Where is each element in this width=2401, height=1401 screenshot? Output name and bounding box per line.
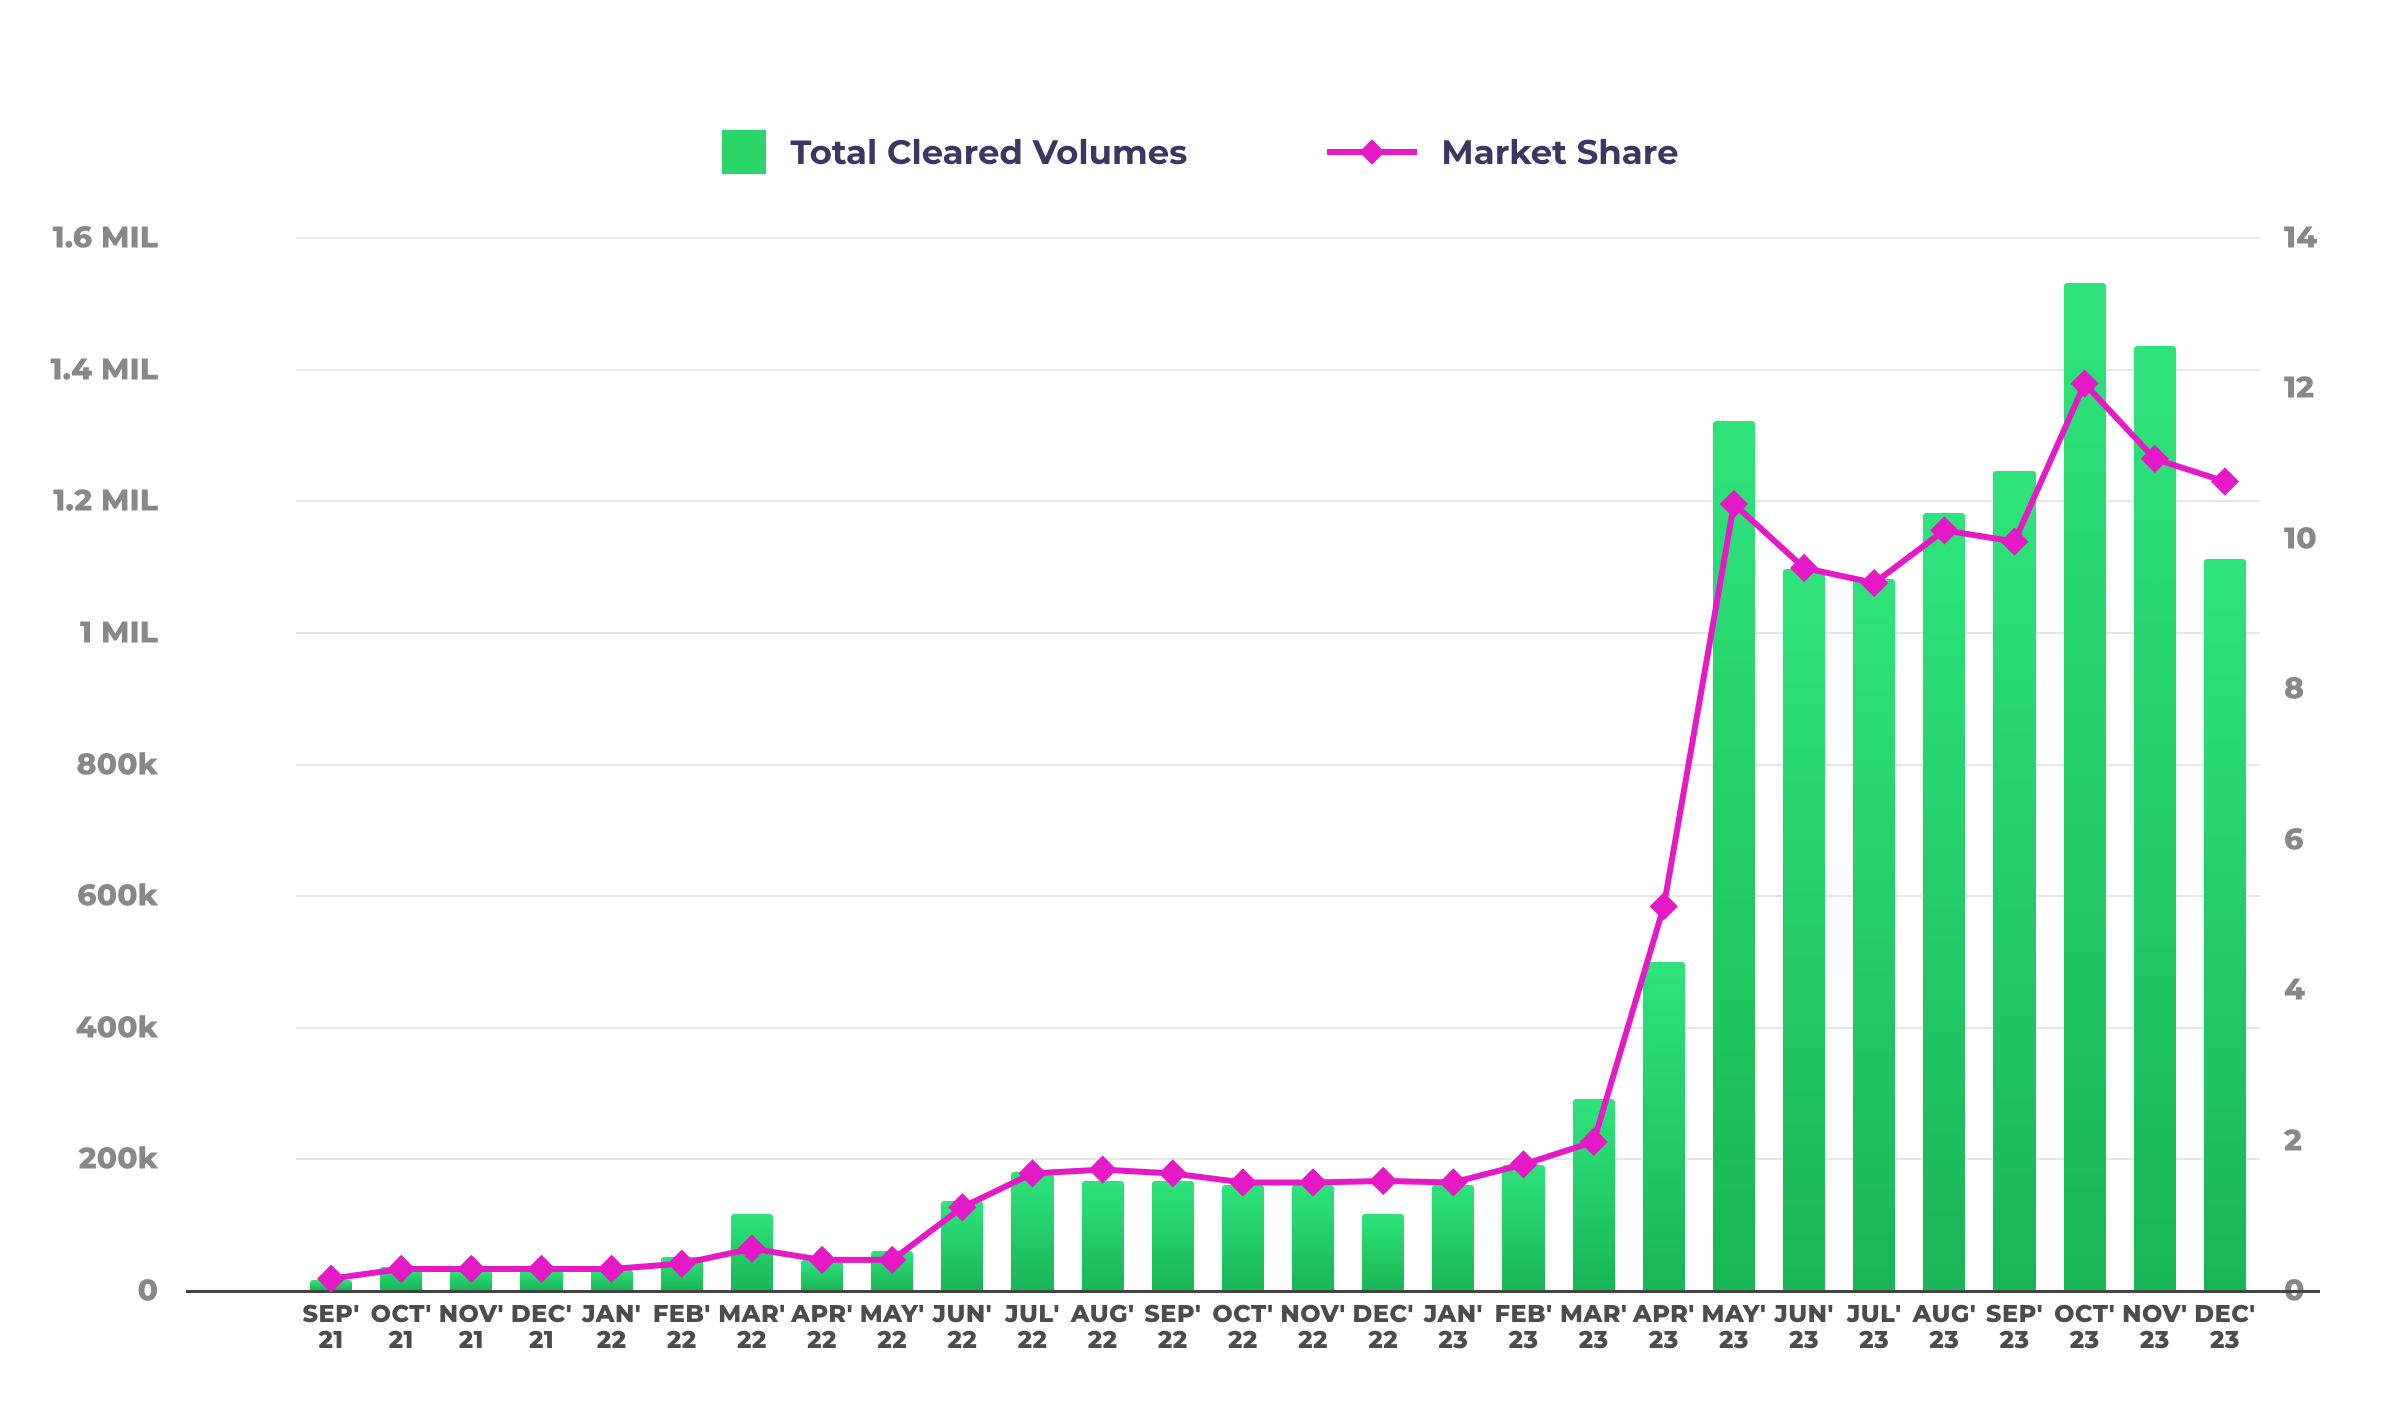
- x-tick-label: SEP' 21: [292, 1302, 370, 1355]
- chart-container: Total Cleared Volumes Market Share 0200k…: [0, 0, 2401, 1401]
- x-tick-label: DEC' 23: [2186, 1302, 2264, 1355]
- bar: [520, 1270, 562, 1290]
- y-right-tick-label: 2: [2284, 1121, 2364, 1158]
- bar: [1853, 579, 1895, 1290]
- x-tick-label: APR' 23: [1625, 1302, 1703, 1355]
- y-right-tick-label: 4: [2284, 971, 2364, 1008]
- bar: [1152, 1181, 1194, 1290]
- gridline: [296, 764, 2260, 766]
- bar: [661, 1257, 703, 1290]
- y-right-tick-label: 10: [2284, 519, 2364, 556]
- x-tick-label: SEP' 22: [1134, 1302, 1212, 1355]
- y-left-tick-label: 400k: [18, 1008, 158, 1045]
- x-tick-label: MAR' 22: [713, 1302, 791, 1355]
- y-left-tick-label: 1.2 MIL: [18, 482, 158, 519]
- y-left-tick-label: 1 MIL: [18, 613, 158, 650]
- bar: [1432, 1185, 1474, 1290]
- x-tick-label: DEC' 21: [502, 1302, 580, 1355]
- gridline: [296, 500, 2260, 502]
- bar: [941, 1201, 983, 1290]
- bar: [801, 1260, 843, 1290]
- gridline: [296, 1158, 2260, 1160]
- bar: [731, 1214, 773, 1290]
- bar: [1993, 471, 2035, 1290]
- x-tick-label: OCT' 22: [1204, 1302, 1282, 1355]
- y-left-tick-label: 600k: [18, 877, 158, 914]
- gridline: [296, 237, 2260, 239]
- bar: [450, 1270, 492, 1290]
- bar: [1573, 1099, 1615, 1290]
- x-axis-line: [186, 1290, 2320, 1293]
- y-left-tick-label: 1.4 MIL: [18, 350, 158, 387]
- bar: [2064, 283, 2106, 1290]
- y-right-tick-label: 12: [2284, 369, 2364, 406]
- line-series: [0, 0, 2401, 1401]
- x-tick-label: NOV' 23: [2116, 1302, 2194, 1355]
- bar: [1783, 569, 1825, 1290]
- x-tick-label: MAY' 23: [1695, 1302, 1773, 1355]
- y-left-tick-label: 1.6 MIL: [18, 219, 158, 256]
- bar: [310, 1280, 352, 1290]
- bar: [1713, 421, 1755, 1290]
- x-tick-label: JUN' 22: [923, 1302, 1001, 1355]
- x-tick-label: JAN' 22: [573, 1302, 651, 1355]
- y-right-tick-label: 14: [2284, 219, 2364, 256]
- plot-area: 0 200k 400k 600k 800k 1 MIL 1.2 MIL 1.4 MIL 1.6 …: [0, 0, 2401, 1401]
- x-tick-label: SEP' 23: [1975, 1302, 2053, 1355]
- x-tick-label: AUG' 22: [1064, 1302, 1142, 1355]
- bar: [1643, 962, 1685, 1290]
- bar: [2204, 559, 2246, 1290]
- x-tick-label: APR' 22: [783, 1302, 861, 1355]
- gridline: [296, 895, 2260, 897]
- y-left-tick-label: 800k: [18, 745, 158, 782]
- x-tick-label: DEC' 22: [1344, 1302, 1422, 1355]
- y-left-tick-label: 0: [18, 1272, 158, 1309]
- y-right-tick-label: 6: [2284, 820, 2364, 857]
- x-tick-label: FEB' 22: [643, 1302, 721, 1355]
- y-right-tick-label: 8: [2284, 670, 2364, 707]
- gridline: [296, 1027, 2260, 1029]
- bar: [1362, 1214, 1404, 1290]
- bar: [1222, 1185, 1264, 1290]
- bar: [1502, 1165, 1544, 1290]
- x-tick-label: JUL' 22: [993, 1302, 1071, 1355]
- x-tick-label: MAR' 23: [1555, 1302, 1633, 1355]
- bar: [1923, 513, 1965, 1290]
- x-tick-label: MAY' 22: [853, 1302, 931, 1355]
- bar: [380, 1267, 422, 1290]
- bar: [1082, 1181, 1124, 1290]
- bar: [2134, 346, 2176, 1290]
- gridline: [296, 632, 2260, 634]
- x-tick-label: AUG' 23: [1905, 1302, 1983, 1355]
- x-tick-label: FEB' 23: [1484, 1302, 1562, 1355]
- x-tick-label: OCT' 23: [2046, 1302, 2124, 1355]
- x-tick-label: JAN' 23: [1414, 1302, 1492, 1355]
- y-left-tick-label: 200k: [18, 1140, 158, 1177]
- gridline: [296, 369, 2260, 371]
- x-tick-label: NOV' 21: [432, 1302, 510, 1355]
- x-tick-label: JUL' 23: [1835, 1302, 1913, 1355]
- x-tick-label: JUN' 23: [1765, 1302, 1843, 1355]
- bar: [591, 1270, 633, 1290]
- bar: [871, 1251, 913, 1290]
- x-tick-label: NOV' 22: [1274, 1302, 1352, 1355]
- bar: [1011, 1172, 1053, 1290]
- bar: [1292, 1185, 1334, 1290]
- x-tick-label: OCT' 21: [362, 1302, 440, 1355]
